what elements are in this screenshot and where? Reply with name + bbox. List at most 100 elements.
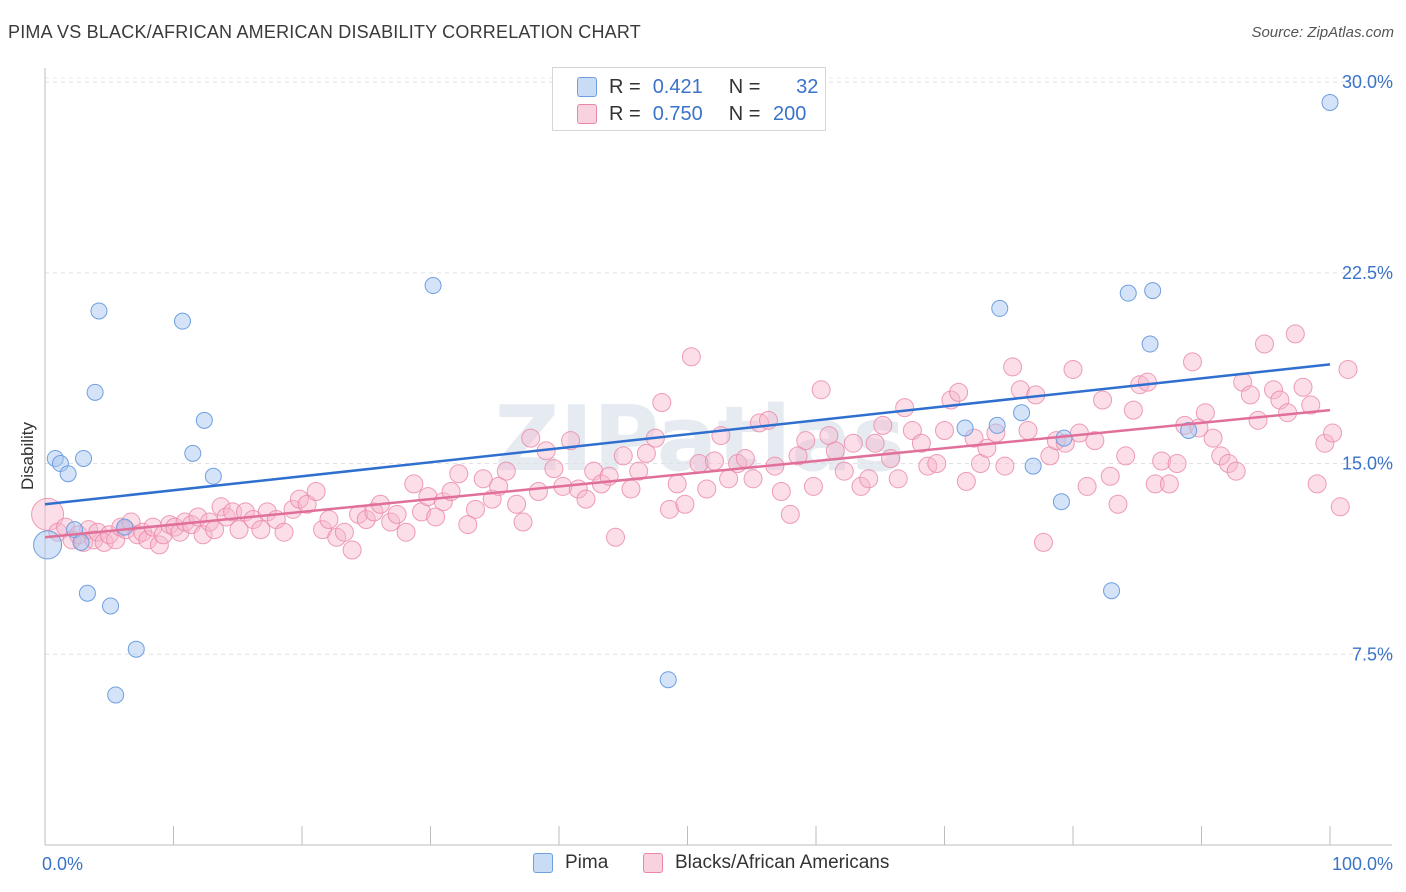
data-point-black [735,448,755,468]
x-tick-label: 100.0% [1332,854,1393,874]
data-point-black [1085,431,1105,451]
data-point-black [1248,410,1268,430]
legend-r-value: 0.421 [652,75,703,98]
data-point-black [621,479,641,499]
data-point-black [1323,423,1343,443]
data-point-black [675,494,695,514]
data-point-black [1301,395,1321,415]
data-point-pima [424,277,442,295]
data-point-black [995,456,1015,476]
legend-n-label: N = [728,75,761,98]
data-point-black [193,525,213,545]
data-point-pima [1180,421,1198,439]
data-point-pima [127,640,145,658]
data-point-black [138,530,158,550]
data-point-black [780,504,800,524]
data-point-pima [1013,404,1031,422]
data-point-black [681,347,701,367]
data-point-black [895,398,915,418]
data-point-pima [184,444,202,462]
x-tick-label: 0.0% [42,854,83,874]
data-point-black [1315,433,1335,453]
data-point-black [381,512,401,532]
data-point-black [956,471,976,491]
legend-r-label: R = [609,102,641,125]
data-point-black [507,494,527,514]
data-point-black [364,502,384,522]
data-point-black [1167,454,1187,474]
legend-swatch-pima [577,77,597,97]
data-point-black [513,512,533,532]
data-point-black [1145,474,1165,494]
data-point-black [888,469,908,489]
data-point-pima [988,416,1006,434]
data-point-black [1123,400,1143,420]
data-point-black [629,461,649,481]
data-point-pima [90,302,108,320]
data-point-black [211,497,231,517]
data-point-black [843,433,863,453]
data-point-black [576,489,596,509]
data-point-pima [72,533,90,551]
data-point-black [1218,454,1238,474]
data-point-black [606,527,626,547]
data-point-black [1211,446,1231,466]
data-point-black [31,497,65,531]
series-swatch-pima [533,853,553,873]
data-point-black [743,469,763,489]
data-point-black [811,380,831,400]
source-label: Source: ZipAtlas.com [1251,24,1394,41]
legend-r-value: 0.750 [652,102,703,125]
series-swatch-black [643,853,663,873]
data-point-black [1240,385,1260,405]
series-label-black: Blacks/African Americans [675,852,890,873]
data-point-pima [173,312,191,330]
data-point-pima [1103,582,1121,600]
data-point-black [667,474,687,494]
y-tick-label: 15.0% [1342,454,1393,474]
data-point-pima [1321,93,1339,111]
data-point-pima [195,411,213,429]
data-point-black [1307,474,1327,494]
data-point-black [561,431,581,451]
y-tick-label: 22.5% [1342,263,1393,283]
data-point-pima [991,299,1009,317]
data-point-pima [33,530,63,560]
data-point-black [458,515,478,535]
data-point-pima [1144,282,1162,300]
data-point-black [1077,476,1097,496]
data-point-black [418,487,438,507]
data-point-black [652,393,672,413]
data-point-black [465,499,485,519]
data-point-black [796,431,816,451]
data-point-black [697,479,717,499]
data-point-black [251,520,271,540]
data-point-black [865,433,885,453]
data-point-black [935,420,954,440]
legend-r-label: R = [609,75,641,98]
data-point-pima [1052,493,1070,511]
data-point-black [803,476,823,496]
data-point-black [834,461,854,481]
legend-n-value: 200 [773,102,807,125]
data-point-black [851,476,871,496]
data-point-black [788,446,808,466]
data-point-black [1152,451,1172,471]
data-point-black [1338,359,1358,379]
legend-row-black: R = 0.750 N = 200 [577,101,806,127]
data-point-black [544,459,564,479]
data-point-black [387,504,407,524]
data-point-black [496,461,516,481]
data-point-black [1203,428,1223,448]
data-point-black [1159,474,1179,494]
data-point-black [859,469,879,489]
data-point-black [165,517,185,537]
data-point-pima [102,597,120,615]
series-legend: Pima Blacks/African Americans [0,852,1406,878]
data-point-black [274,522,294,542]
data-point-black [825,441,845,461]
data-point-black [342,540,362,560]
series-label-pima: Pima [565,852,609,873]
data-point-pima [956,419,974,437]
